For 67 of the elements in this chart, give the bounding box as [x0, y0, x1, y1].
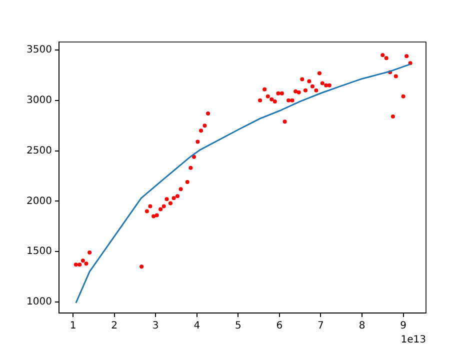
y-tick-label: 2000	[26, 196, 52, 207]
point	[154, 213, 159, 218]
point	[272, 99, 277, 104]
point	[88, 250, 92, 255]
point	[280, 91, 284, 96]
point	[144, 209, 149, 214]
point	[168, 201, 172, 206]
point	[74, 262, 78, 267]
point	[307, 79, 312, 84]
point	[290, 98, 294, 102]
x-tick-label: 8	[358, 320, 366, 332]
x-tick-label: 3	[152, 320, 159, 332]
x-tick-label: 6	[276, 320, 283, 332]
point	[390, 114, 395, 119]
y-tick-label: 1000	[26, 296, 52, 308]
point	[384, 56, 388, 60]
point	[324, 83, 328, 88]
point	[317, 71, 322, 76]
point	[310, 84, 314, 88]
point	[294, 89, 298, 94]
x-tick-label: 2	[111, 320, 118, 332]
text: 1e13	[400, 334, 426, 346]
point	[296, 90, 301, 94]
point	[80, 258, 85, 263]
point	[199, 128, 204, 133]
point	[148, 204, 152, 208]
point	[158, 207, 163, 212]
y-tick-label: 3000	[26, 95, 52, 106]
point	[394, 74, 398, 78]
point	[276, 91, 280, 96]
point	[78, 262, 82, 267]
point	[202, 124, 207, 128]
x-tick-label: 5	[234, 320, 242, 332]
point	[320, 81, 324, 86]
x-tick-label: 1	[70, 320, 76, 332]
point	[192, 154, 196, 159]
point	[270, 97, 274, 102]
point	[262, 87, 267, 92]
y-tick-label: 2500	[26, 145, 52, 156]
point	[300, 77, 304, 82]
point	[303, 88, 308, 92]
point	[175, 194, 180, 198]
x-tick-label: 7	[318, 320, 324, 332]
point	[178, 187, 183, 192]
point	[188, 166, 193, 170]
point	[404, 54, 409, 58]
point	[196, 140, 200, 144]
point	[84, 262, 88, 266]
point	[286, 98, 291, 102]
point	[206, 112, 210, 116]
point	[140, 264, 144, 269]
point	[282, 120, 287, 124]
point	[185, 180, 190, 184]
x-tick-label: 9	[400, 320, 406, 332]
point	[380, 53, 385, 58]
y-tick-label: 1500	[26, 246, 52, 258]
point	[327, 83, 332, 88]
point	[172, 196, 176, 200]
point	[266, 94, 270, 98]
point	[401, 94, 406, 98]
point	[164, 197, 169, 202]
point	[162, 204, 166, 208]
x-tick-label: 4	[194, 320, 200, 332]
point	[152, 214, 156, 218]
y-tick-label: 3500	[26, 44, 52, 56]
point	[258, 98, 262, 102]
point	[314, 88, 318, 92]
